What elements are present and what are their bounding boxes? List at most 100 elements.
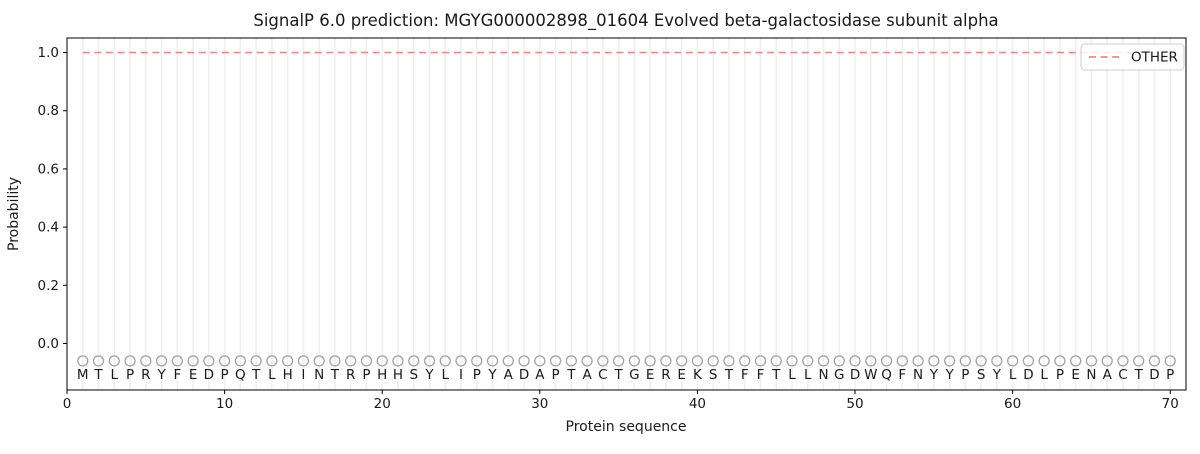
residue-letter: P — [961, 367, 969, 383]
residue-marker — [565, 355, 577, 367]
residue-marker — [660, 355, 672, 367]
residue-marker — [928, 355, 940, 367]
residue-letter: G — [629, 367, 639, 383]
legend-box — [1080, 43, 1185, 71]
residue-marker — [896, 355, 908, 367]
gridlines — [82, 38, 1171, 390]
residue-marker — [865, 355, 877, 367]
residue-marker — [392, 355, 404, 367]
residue-marker — [486, 355, 499, 367]
residue-letter: E — [646, 367, 655, 383]
residue-marker — [408, 355, 420, 367]
residue-letter: T — [1134, 367, 1144, 383]
residue-marker — [345, 355, 357, 367]
residue-letter: D — [204, 367, 214, 383]
y-axis-label: Probability — [6, 177, 22, 251]
residue-marker — [1070, 355, 1082, 367]
residue-marker — [534, 355, 546, 367]
residue-letter: Y — [487, 367, 497, 383]
residue-letter: T — [566, 367, 576, 383]
residue-letter: P — [1166, 367, 1174, 383]
residue-letter: P — [1056, 367, 1064, 383]
residue-letter: A — [504, 367, 514, 383]
residue-marker — [754, 355, 767, 367]
residue-letter: A — [535, 367, 545, 383]
residue-marker — [802, 355, 814, 367]
residue-marker — [912, 355, 924, 367]
residue-marker — [92, 355, 105, 367]
residue-letter: H — [377, 367, 387, 383]
residue-letter: L — [788, 367, 796, 383]
residue-letter: D — [519, 367, 529, 383]
residue-letter: N — [913, 367, 923, 383]
residue-marker — [1148, 355, 1161, 367]
residue-marker — [943, 355, 956, 367]
residue-letter: Y — [929, 367, 939, 383]
residue-letter: L — [111, 367, 119, 383]
x-tick-label: 50 — [846, 396, 863, 412]
y-tick-label: 0.4 — [38, 220, 59, 236]
residue-marker — [1006, 355, 1019, 367]
residue-marker — [991, 355, 1003, 367]
residue-letter: S — [709, 367, 718, 383]
residue-letter: E — [189, 367, 198, 383]
residue-marker — [77, 355, 89, 367]
residue-marker — [1164, 355, 1176, 367]
residue-marker — [108, 355, 120, 367]
plot-frame — [66, 37, 1187, 391]
y-tick-label: 1.0 — [38, 45, 59, 61]
residue-letter: C — [1118, 367, 1127, 383]
residue-letter: T — [613, 367, 623, 383]
residue-letter: G — [834, 367, 844, 383]
residue-marker — [203, 355, 215, 367]
residue-letter: T — [724, 367, 734, 383]
residue-marker — [849, 355, 861, 367]
residue-letter: A — [1103, 367, 1113, 383]
residue-letter: L — [1040, 367, 1048, 383]
residue-marker — [1117, 355, 1129, 367]
residue-marker — [1133, 355, 1145, 367]
residue-letter: N — [818, 367, 828, 383]
residue-marker — [581, 355, 593, 367]
residue-marker — [171, 355, 183, 367]
residue-marker — [723, 355, 735, 367]
x-tick-label: 20 — [374, 396, 391, 412]
residue-letter: K — [693, 367, 703, 383]
residue-marker — [770, 355, 782, 367]
residue-marker — [266, 355, 278, 367]
residue-letter: H — [393, 367, 403, 383]
residue-letter: P — [126, 367, 134, 383]
residue-marker — [329, 355, 341, 367]
residue-letter: R — [661, 367, 670, 383]
residue-letter: F — [898, 367, 906, 383]
residue-marker — [880, 355, 893, 367]
residue-letter: Y — [424, 367, 434, 383]
residue-letter: I — [459, 367, 463, 383]
residue-letter: W — [864, 367, 877, 383]
x-tick-label: 70 — [1162, 396, 1179, 412]
residue-marker — [597, 355, 609, 367]
residue-letter: E — [1071, 367, 1080, 383]
x-tick-label: 10 — [216, 396, 233, 412]
residue-marker — [1054, 355, 1066, 367]
residue-letter: P — [362, 367, 370, 383]
residue-letter: M — [77, 367, 89, 383]
residue-marker — [833, 355, 845, 367]
legend: OTHER — [1080, 43, 1185, 71]
residue-marker — [234, 355, 247, 367]
legend-label: OTHER — [1131, 50, 1178, 66]
residue-letter: T — [330, 367, 340, 383]
residue-marker — [155, 355, 168, 367]
residue-marker — [455, 355, 467, 367]
residue-letter: R — [141, 367, 150, 383]
residue-marker — [739, 355, 751, 367]
residue-letter: P — [551, 367, 559, 383]
residue-marker — [281, 355, 294, 367]
chart-title: SignalP 6.0 prediction: MGYG000002898_01… — [253, 11, 998, 31]
residue-marker — [313, 355, 325, 367]
x-axis-label: Protein sequence — [566, 419, 687, 435]
residue-letter: D — [1023, 367, 1033, 383]
residue-marker — [423, 355, 436, 367]
residue-marker — [691, 355, 704, 367]
residue-letter: A — [582, 367, 592, 383]
